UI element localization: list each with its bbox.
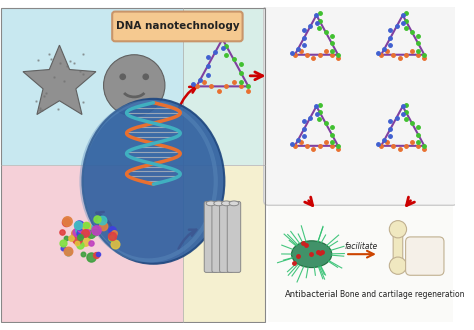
Text: Antibacterial: Antibacterial	[285, 290, 338, 299]
Circle shape	[142, 74, 149, 80]
Ellipse shape	[214, 201, 223, 206]
Ellipse shape	[292, 241, 332, 268]
Polygon shape	[23, 45, 96, 115]
FancyBboxPatch shape	[227, 201, 241, 272]
Circle shape	[119, 74, 126, 80]
FancyBboxPatch shape	[112, 12, 243, 41]
Bar	[1, 8, 264, 322]
FancyBboxPatch shape	[183, 9, 264, 165]
FancyBboxPatch shape	[204, 201, 218, 272]
FancyBboxPatch shape	[406, 237, 444, 275]
Circle shape	[389, 257, 407, 274]
Text: DNA nanotechnology: DNA nanotechnology	[116, 21, 239, 31]
Circle shape	[389, 221, 407, 238]
FancyBboxPatch shape	[219, 201, 233, 272]
FancyBboxPatch shape	[1, 166, 183, 322]
Ellipse shape	[229, 201, 239, 206]
Circle shape	[103, 55, 165, 116]
Ellipse shape	[221, 201, 231, 206]
FancyBboxPatch shape	[393, 226, 403, 267]
FancyBboxPatch shape	[1, 9, 183, 165]
Text: facilitate: facilitate	[345, 242, 378, 251]
Ellipse shape	[82, 99, 224, 264]
FancyBboxPatch shape	[183, 166, 264, 322]
FancyBboxPatch shape	[212, 201, 225, 272]
FancyBboxPatch shape	[264, 6, 457, 205]
Ellipse shape	[206, 201, 216, 206]
Text: Bone and cartilage regeneration: Bone and cartilage regeneration	[340, 290, 465, 299]
FancyBboxPatch shape	[268, 202, 453, 322]
